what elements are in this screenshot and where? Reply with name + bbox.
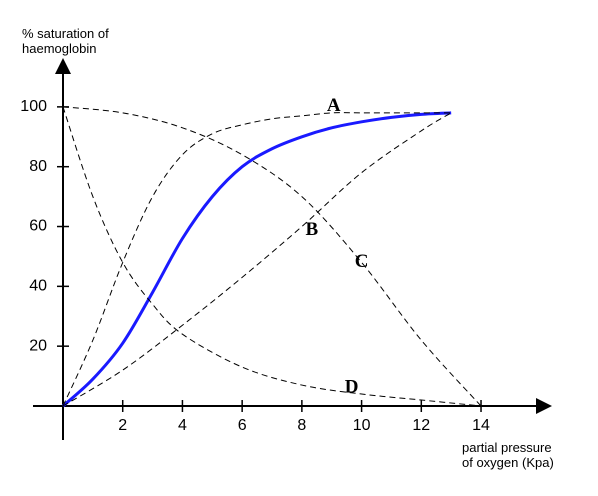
curve: [61, 111, 452, 408]
y-axis-arrow: [55, 58, 71, 74]
x-axis-arrow: [536, 398, 552, 414]
y-tick-label: 60: [29, 218, 47, 235]
y-tick-label: 20: [29, 337, 47, 354]
dashed-curve: [62, 106, 482, 407]
series-label: B: [306, 219, 319, 240]
x-axis-label: of oxygen (Kpa): [462, 455, 554, 470]
y-axis-label: haemoglobin: [22, 41, 96, 56]
dashed-curve: [62, 106, 482, 407]
y-tick-label: 80: [29, 158, 47, 175]
x-tick-label: 2: [118, 417, 127, 434]
series-label: C: [355, 251, 369, 272]
y-tick-label: 100: [20, 98, 47, 115]
y-tick-label: 40: [29, 278, 47, 295]
x-tick-label: 8: [297, 417, 306, 434]
x-tick-label: 14: [472, 417, 490, 434]
x-axis-label: partial pressure: [462, 440, 552, 455]
dashed-curve: [62, 112, 452, 407]
x-tick-label: 12: [412, 417, 430, 434]
dashed-curve: [62, 112, 452, 407]
series-label: D: [345, 376, 359, 397]
y-axis-label: % saturation of: [22, 26, 109, 41]
series-label: A: [327, 95, 341, 116]
x-tick-label: 10: [353, 417, 371, 434]
x-tick-label: 6: [238, 417, 247, 434]
x-tick-label: 4: [178, 417, 187, 434]
